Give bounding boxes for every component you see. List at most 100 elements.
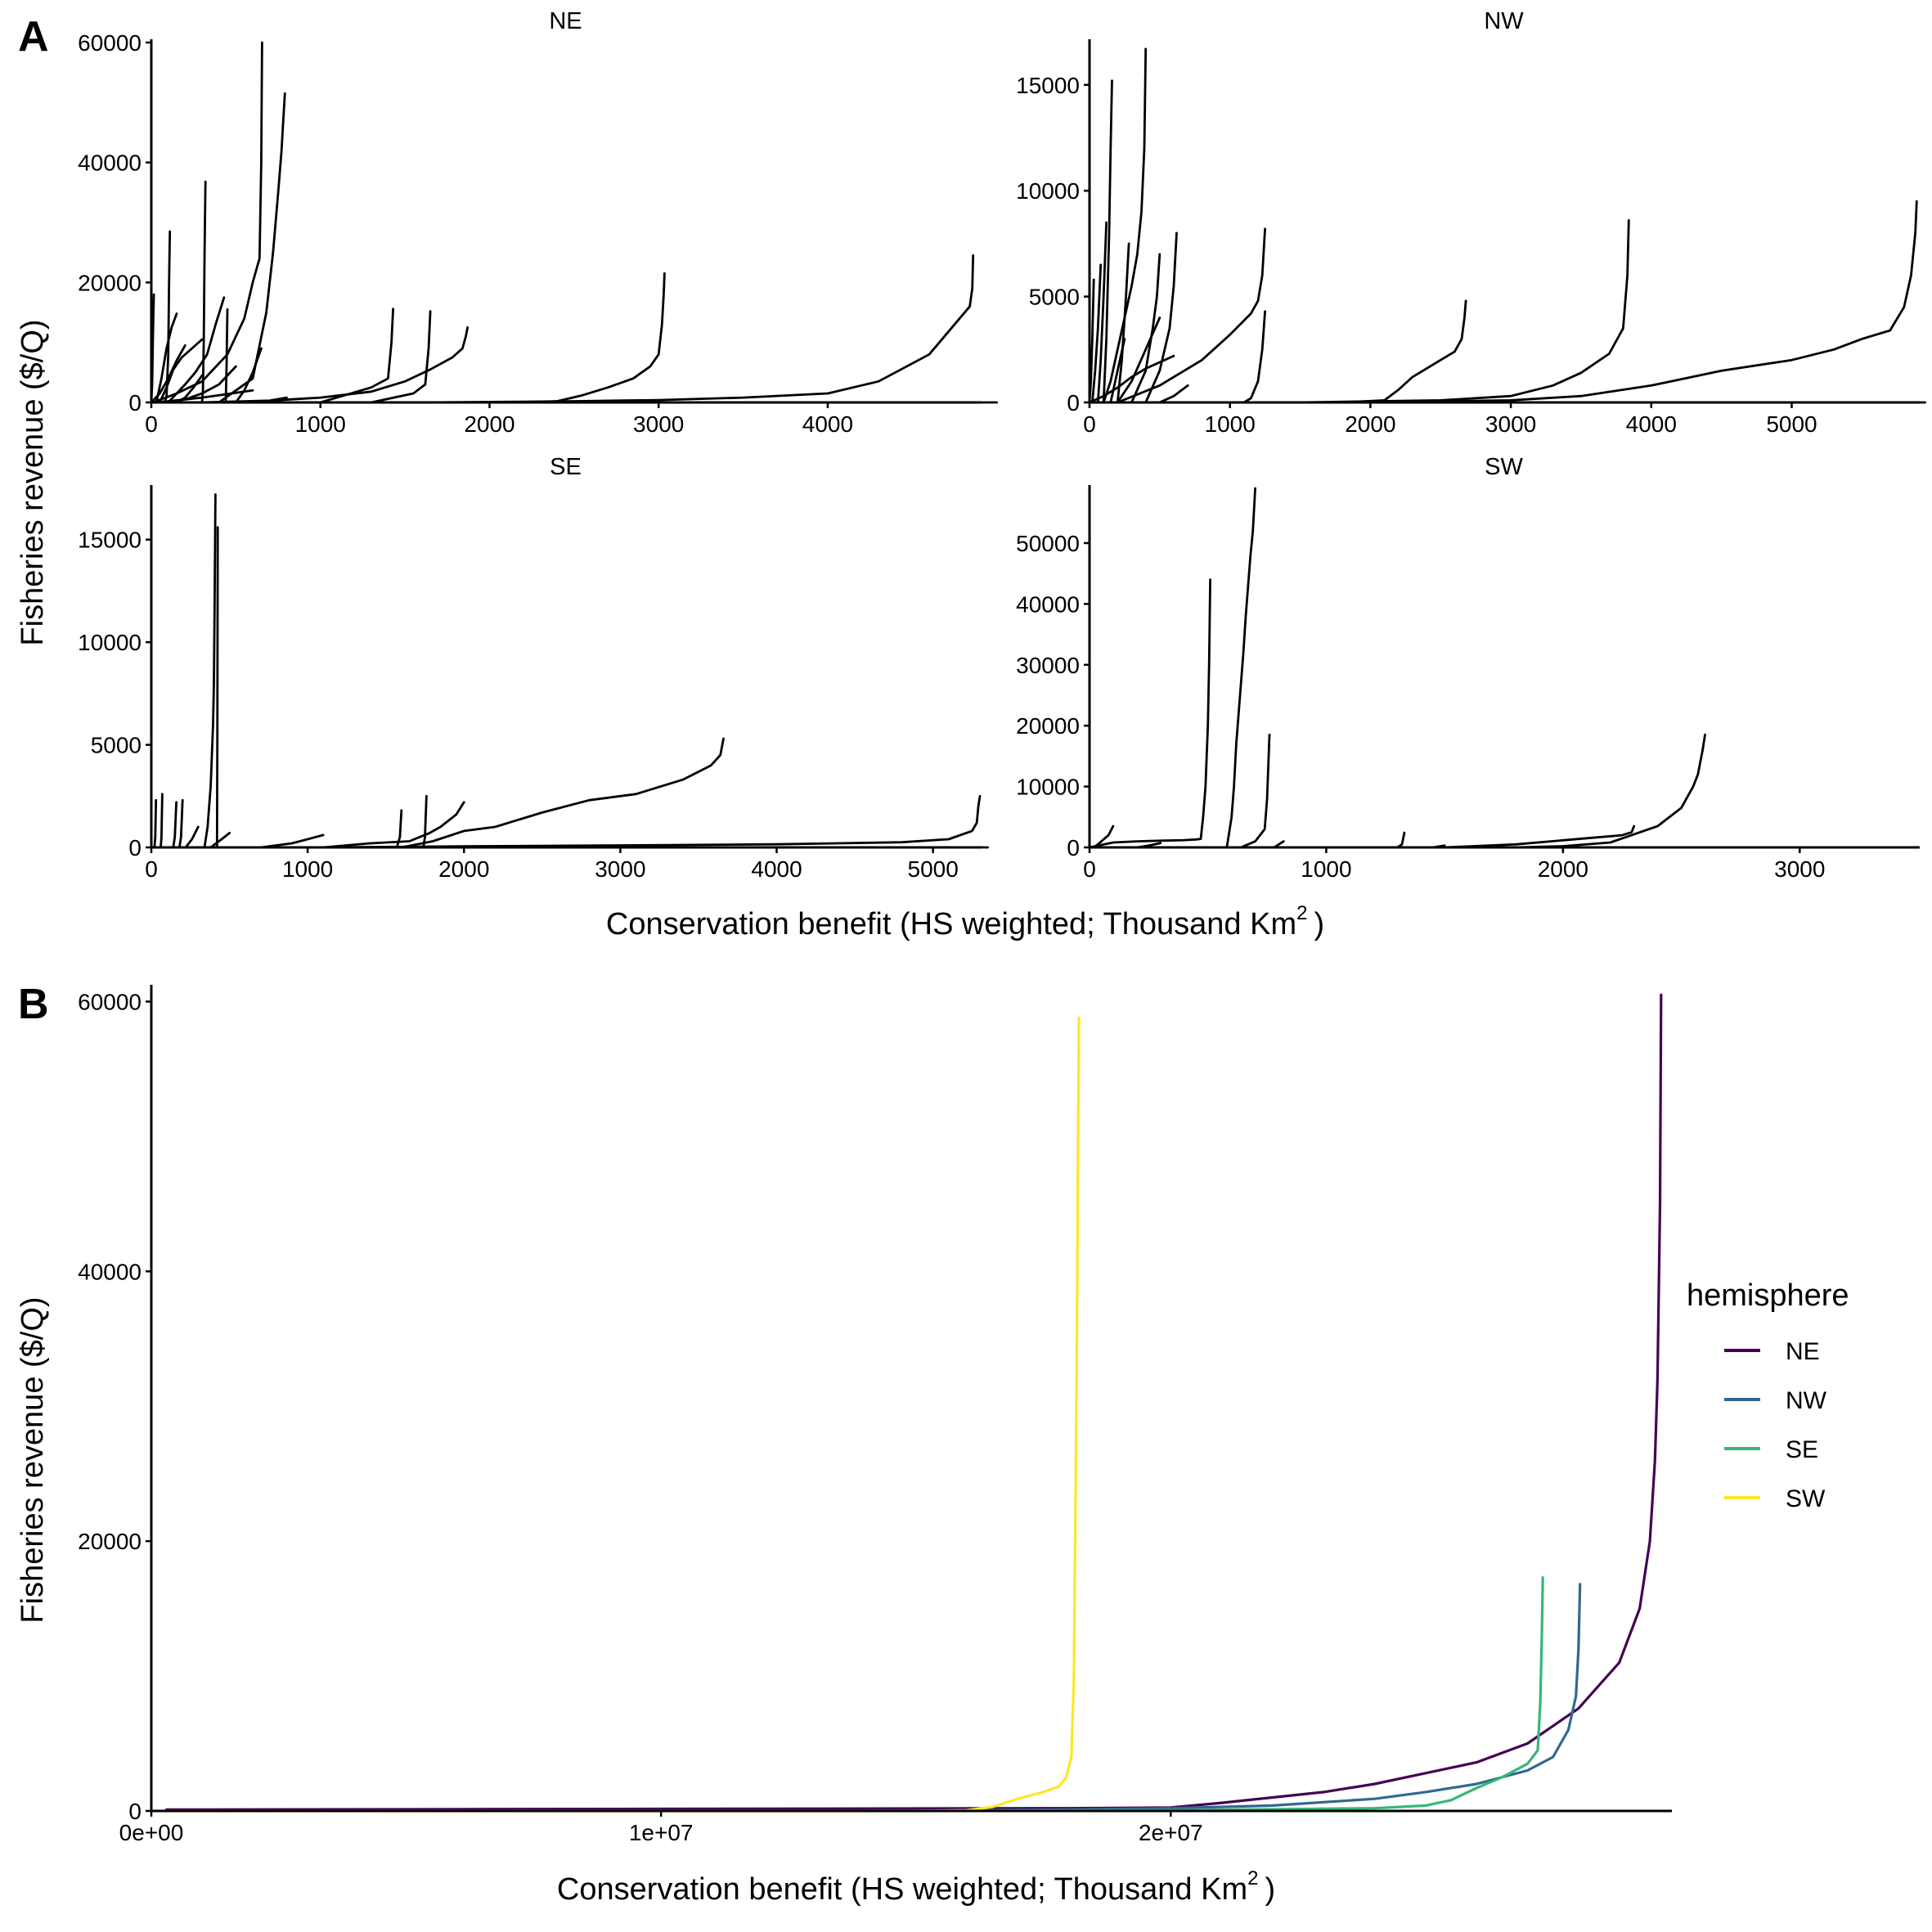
x-tick-label-sw: 3000: [1774, 856, 1825, 882]
x-tick-label-sw: 1000: [1301, 856, 1351, 882]
y-tick-label-all: 40000: [78, 1259, 142, 1284]
panel-b-y-axis-title: Fisheries revenue ($/Q): [16, 1296, 50, 1623]
y-tick-label-all: 60000: [78, 989, 142, 1014]
combined-chart: 0 20000 40000 60000 0e+00 1e+07 2e+07: [78, 985, 1672, 1845]
legend-title: hemisphere: [1687, 1278, 1849, 1313]
x-tick-label-nw: 4000: [1626, 411, 1677, 437]
series-line-nw-15: [1109, 337, 1126, 404]
x-tick-label-all: 1e+07: [629, 1820, 694, 1845]
y-tick-label-ne: 60000: [78, 30, 142, 56]
x-tick-label-se: 5000: [908, 856, 959, 882]
series-line-sw-6: [1093, 824, 1115, 849]
series-line-se-6: [215, 526, 219, 849]
series-line-ne-7: [200, 180, 207, 404]
x-tick-label-ne: 4000: [802, 411, 853, 437]
series-line-se-8: [160, 793, 164, 849]
x-tick-label-all: 2e+07: [1139, 1820, 1203, 1845]
x-tick-label-sw: 2000: [1538, 856, 1588, 882]
facet-title-sw: SW: [1485, 454, 1523, 480]
series-line-nw-3: [1116, 227, 1266, 404]
series-line-se-11: [184, 825, 200, 849]
series-line-ne-2: [200, 326, 469, 404]
panel-a-y-axis-title: Fisheries revenue ($/Q): [16, 319, 50, 645]
x-tick-label-nw: 1000: [1205, 411, 1256, 437]
series-line-nw-2: [1341, 299, 1467, 404]
legend: hemisphere NE NW SE SW: [1687, 1278, 1849, 1512]
series-line-ne-3: [319, 308, 395, 404]
y-tick-label-se: 0: [128, 835, 142, 860]
series-line-ne-18: [150, 344, 186, 404]
series-line-nw-10: [1130, 253, 1161, 404]
x-tick-label-se: 1000: [282, 856, 333, 882]
series-line-ne-0: [420, 254, 975, 404]
legend-label-ne: NE: [1786, 1338, 1820, 1365]
series-line-ne-12: [167, 296, 226, 404]
facet-se: SE 0 5000 10000 15000 0 1000 2000 3000 4000 5000: [78, 454, 989, 882]
series-line-se-0: [306, 794, 982, 849]
series-line-sw-2: [1443, 824, 1636, 849]
y-tick-label-all: 20000: [78, 1529, 142, 1554]
series-line-se-3: [422, 794, 428, 849]
series-line-ne-11: [158, 338, 204, 404]
y-tick-label-sw: 50000: [1016, 531, 1080, 556]
facet-nw: NW 0 5000 10000 15000 0 1000 2000 3000 4000 5000: [1016, 8, 1927, 437]
series-line-all-sw: [165, 1016, 1081, 1813]
series-line-nw-16: [1158, 384, 1189, 404]
series-line-ne-6: [218, 92, 286, 404]
series-line-nw-6: [1102, 79, 1113, 404]
panel-a-x-axis-title: Conservation benefit (HS weighted; Thous…: [606, 902, 1324, 941]
y-tick-label-nw: 5000: [1029, 285, 1080, 310]
x-tick-label-nw: 2000: [1345, 411, 1395, 437]
y-tick-label-ne: 0: [128, 390, 142, 416]
legend-label-sw: SW: [1786, 1485, 1826, 1512]
series-line-sw-3: [1088, 578, 1211, 849]
x-tick-label-nw: 3000: [1485, 411, 1536, 437]
series-line-ne-13: [224, 308, 229, 404]
y-tick-label-nw: 10000: [1016, 178, 1080, 204]
x-tick-label-se: 0: [145, 856, 158, 882]
y-tick-label-sw: 20000: [1016, 713, 1080, 739]
y-tick-label-ne: 20000: [78, 270, 142, 295]
legend-label-nw: NW: [1786, 1387, 1827, 1414]
series-line-se-10: [177, 798, 184, 849]
y-tick-label-all: 0: [128, 1799, 142, 1824]
facet-sw: SW 0 10000 20000 30000 40000 50000 0 1000 2000 300…: [1016, 454, 1920, 882]
y-tick-label-nw: 15000: [1016, 73, 1080, 98]
series-line-all-nw: [863, 1583, 1582, 1813]
series-line-ne-16: [167, 365, 237, 404]
series-line-se-12: [209, 832, 231, 849]
series-line-sw-5: [1239, 733, 1271, 849]
series-line-ne-8: [164, 230, 172, 404]
y-tick-label-se: 15000: [78, 528, 142, 553]
x-tick-label-ne: 3000: [633, 411, 684, 437]
series-line-all-se: [914, 1576, 1544, 1813]
x-tick-label-sw: 0: [1083, 856, 1096, 882]
series-line-sw-7: [1395, 831, 1406, 849]
series-line-all-ne: [165, 993, 1663, 1811]
x-tick-label-se: 4000: [751, 856, 802, 882]
facet-ne: NE 0 20000 40000 60000 0 1000 2000 3000 4000: [78, 8, 999, 437]
legend-label-se: SE: [1786, 1436, 1818, 1463]
series-line-ne-17: [234, 347, 263, 404]
series-line-se-1: [400, 737, 725, 849]
series-line-ne-1: [522, 272, 666, 404]
x-tick-label-ne: 2000: [464, 411, 514, 437]
y-tick-label-ne: 40000: [78, 151, 142, 176]
series-line-nw-4: [1242, 310, 1266, 404]
x-tick-label-se: 2000: [438, 856, 489, 882]
facet-title-ne: NE: [549, 8, 582, 34]
y-tick-label-se: 5000: [91, 733, 142, 758]
y-tick-label-sw: 30000: [1016, 653, 1080, 678]
series-line-sw-4: [1225, 487, 1256, 849]
facet-title-nw: NW: [1484, 8, 1524, 34]
x-tick-label-nw: 0: [1083, 411, 1096, 437]
series-line-nw-1: [1299, 218, 1630, 404]
y-tick-label-nw: 0: [1067, 390, 1080, 416]
x-tick-label-ne: 0: [145, 411, 158, 437]
facet-title-se: SE: [550, 454, 582, 480]
series-line-nw-5: [1102, 47, 1148, 404]
series-line-se-2: [321, 801, 465, 849]
series-line-nw-8: [1091, 263, 1103, 404]
panel-b-x-axis-title: Conservation benefit (HS weighted; Thous…: [557, 1867, 1275, 1907]
series-line-nw-0: [1369, 200, 1918, 404]
